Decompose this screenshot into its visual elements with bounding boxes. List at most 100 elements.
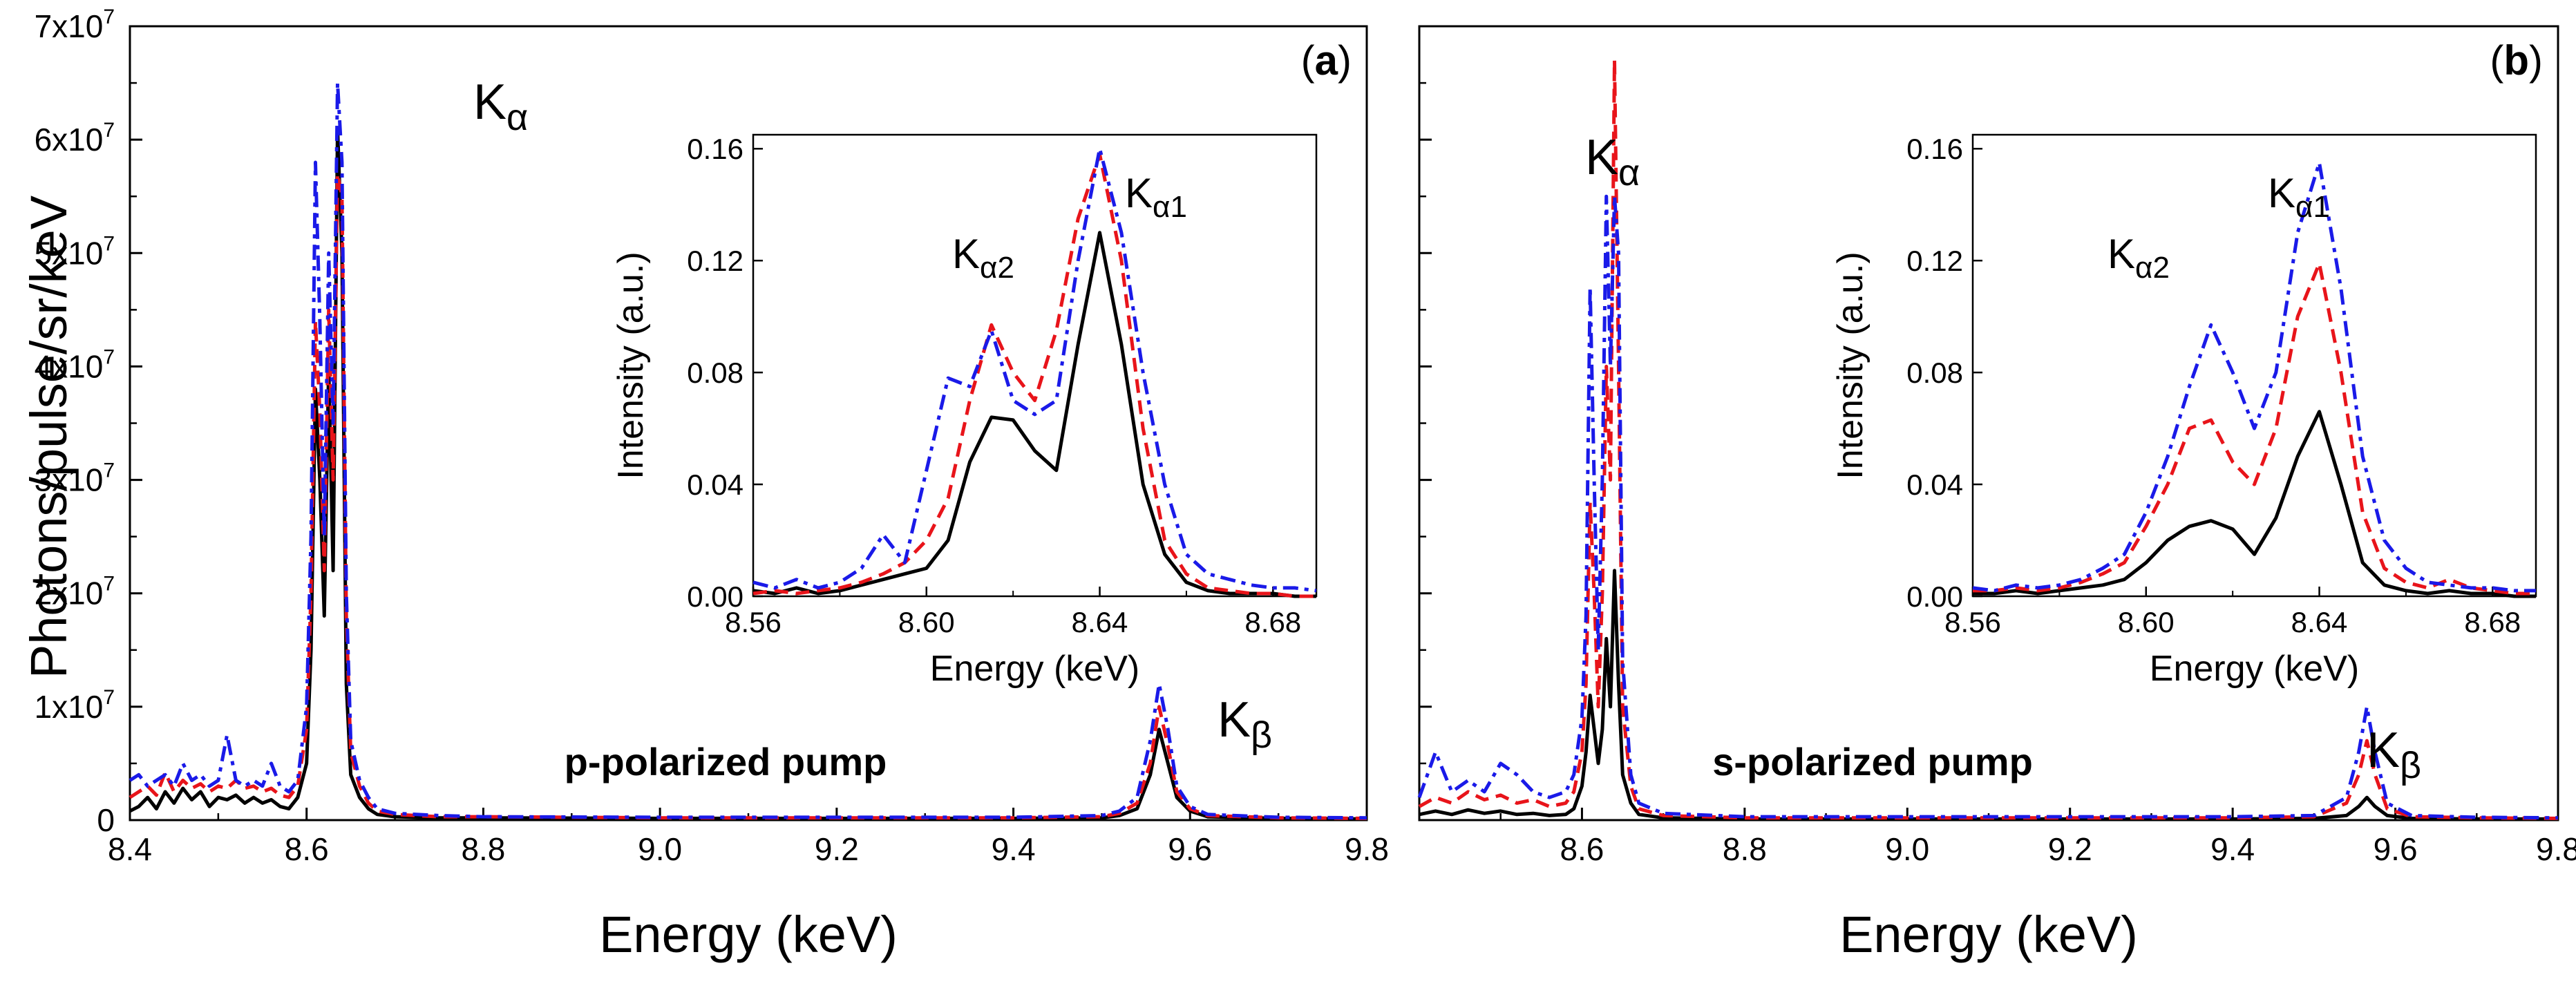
y-tick-label: 1x107 — [35, 686, 115, 725]
k-beta-main: K — [2367, 723, 2400, 778]
inset-y-tick-label: 0.00 — [1906, 580, 1963, 613]
y-tick-base: 3x10 — [35, 462, 104, 498]
x-tick-label: 9.6 — [2374, 831, 2418, 867]
k-alpha2-sub: α2 — [980, 251, 1014, 285]
inset-y-tick-label: 0.08 — [687, 357, 744, 389]
k-alpha-main: K — [473, 75, 506, 130]
series-line-red — [129, 171, 1367, 820]
inset-x-tick-label: 8.60 — [898, 606, 955, 638]
panel-a: 8.4 8.6 8.8 9.0 9.2 9.4 9.6 9.8 Energy (keV) 0 1x1… — [20, 6, 1389, 963]
y-tick-exponent: 7 — [103, 6, 115, 28]
inset-series-line-black — [752, 231, 1316, 598]
inset-x-tick-label: 8.64 — [1072, 606, 1128, 638]
y-tick-base: 0 — [97, 802, 115, 838]
inset-y-tick-label: 0.04 — [1906, 468, 1963, 501]
y-tick-exponent: 7 — [103, 573, 115, 596]
y-tick-label: 2x107 — [35, 573, 115, 611]
pump-label: p-polarized pump — [565, 740, 887, 783]
k-alpha1-label: Kα1 — [2268, 170, 2330, 224]
k-alpha-label: Kα — [473, 75, 528, 138]
x-tick-label: 9.2 — [815, 831, 859, 867]
y-tick-label: 0 — [97, 802, 115, 838]
inset-y-tick-label: 0.08 — [1906, 357, 1963, 389]
x-tick-label: 8.8 — [1723, 831, 1767, 867]
inset-x-tick-label: 8.56 — [725, 606, 782, 638]
inset-b: 8.56 8.60 8.64 8.68 0.00 0.04 0.08 0.12 0.16 Ener… — [1830, 133, 2537, 689]
k-alpha2-label: Kα2 — [952, 231, 1014, 285]
y-tick-label: 7x107 — [35, 6, 115, 44]
y-tick-label: 4x107 — [35, 345, 115, 384]
y-tick-label: 5x107 — [35, 232, 115, 271]
x-tick-label: 9.8 — [2536, 831, 2576, 867]
inset-frame — [1971, 133, 2537, 598]
k-beta-sub: β — [2400, 745, 2421, 786]
x-tick-label: 8.4 — [108, 831, 152, 867]
y-tick-base: 6x10 — [35, 122, 104, 158]
inset-y-tick-label: 0.16 — [1906, 133, 1963, 165]
y-tick-exponent: 7 — [103, 459, 115, 482]
x-tick-label: 9.6 — [1168, 831, 1212, 867]
k-alpha-sub: α — [1618, 152, 1640, 193]
inset-y-tick-label: 0.00 — [687, 580, 744, 613]
y-tick-base: 7x10 — [35, 8, 104, 44]
inset-series-line-black — [1973, 410, 2536, 598]
y-tick-exponent: 7 — [103, 345, 115, 368]
k-alpha1-main: K — [2268, 170, 2295, 216]
inset-series-line-blue — [752, 146, 1317, 593]
inset-x-tick-label: 8.64 — [2291, 606, 2348, 638]
k-alpha1-main: K — [1125, 170, 1153, 216]
y-tick-base: 5x10 — [35, 235, 104, 271]
panel-label-close: ) — [2529, 37, 2543, 84]
k-alpha2-sub: α2 — [2135, 251, 2170, 285]
inset-frame — [752, 133, 1318, 598]
y-tick-label: 6x107 — [35, 119, 115, 158]
k-alpha1-sub: α1 — [2295, 190, 2330, 224]
inset-x-tick-label: 8.60 — [2118, 606, 2175, 638]
panel-label-close: ) — [1338, 37, 1352, 84]
inset-y-tick-label: 0.12 — [687, 245, 744, 277]
k-alpha-main: K — [1585, 130, 1618, 185]
series-line-red — [1418, 58, 2559, 820]
panel-label: (b) — [2490, 37, 2543, 84]
panel-label-letter: a — [1315, 37, 1338, 84]
inset-series-line-blue — [1972, 161, 2536, 593]
x-tick-label: 8.8 — [461, 831, 505, 867]
k-alpha1-label: Kα1 — [1125, 170, 1187, 224]
x-tick-label: 9.2 — [2048, 831, 2092, 867]
series-line-black — [1419, 569, 2558, 821]
k-beta-label: Kβ — [1218, 692, 1272, 756]
y-tick-exponent: 7 — [103, 119, 115, 142]
panel-label-open: ( — [2490, 37, 2503, 84]
y-tick-exponent: 7 — [103, 232, 115, 255]
x-axis-label: Energy (keV) — [1839, 906, 2138, 963]
x-tick-label: 8.6 — [1560, 831, 1604, 867]
k-alpha-sub: α — [506, 97, 528, 138]
k-beta-main: K — [1218, 692, 1251, 748]
k-alpha2-main: K — [2108, 231, 2135, 277]
inset-x-tick-label: 8.68 — [2464, 606, 2521, 638]
y-tick-base: 2x10 — [35, 576, 104, 611]
x-tick-label: 8.6 — [285, 831, 329, 867]
y-tick-base: 4x10 — [35, 348, 104, 384]
inset-series-line-red — [752, 152, 1316, 598]
y-tick-label: 3x107 — [35, 459, 115, 498]
inset-x-axis-label: Energy (keV) — [930, 649, 1139, 689]
panel-label-open: ( — [1301, 37, 1315, 84]
k-alpha1-sub: α1 — [1153, 190, 1187, 224]
k-alpha-label: Kα — [1585, 130, 1640, 193]
y-tick-exponent: 7 — [103, 686, 115, 709]
series-line-blue — [129, 81, 1367, 820]
inset-y-tick-label: 0.12 — [1906, 245, 1963, 277]
k-alpha2-label: Kα2 — [2108, 231, 2170, 285]
inset-x-tick-label: 8.68 — [1244, 606, 1301, 638]
inset-a: 8.56 8.60 8.64 8.68 0.00 0.04 0.08 0.12 0.16 Ener… — [611, 133, 1318, 689]
inset-x-axis-label: Energy (keV) — [2150, 649, 2359, 689]
y-tick-base: 1x10 — [35, 689, 104, 725]
inset-y-axis-label: Intensity (a.u.) — [1830, 251, 1871, 479]
k-beta-label: Kβ — [2367, 723, 2421, 786]
x-tick-label: 9.8 — [1345, 831, 1389, 867]
y-axis-label: Photons/pulse/sr/keV — [20, 195, 77, 678]
panel-label: (a) — [1301, 37, 1352, 84]
